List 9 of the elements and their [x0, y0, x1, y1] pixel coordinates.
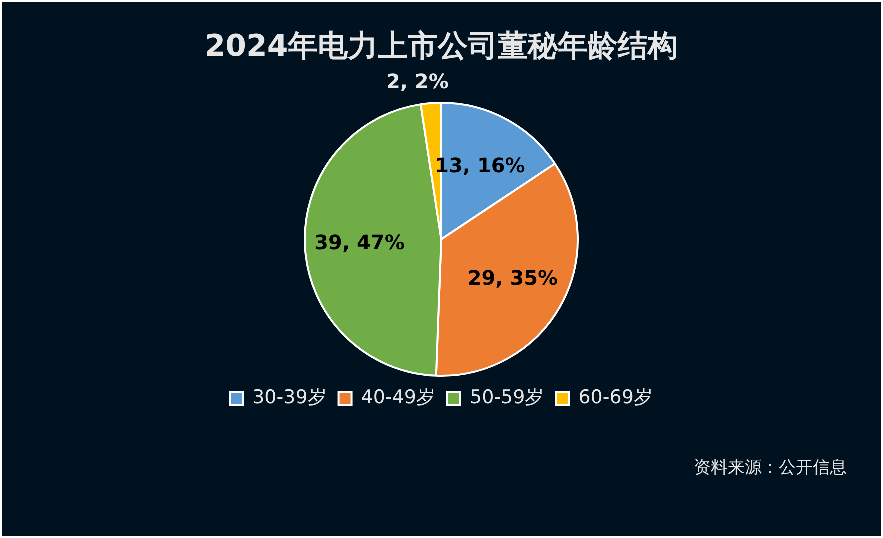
legend-label: 50-59岁	[470, 386, 544, 408]
legend-label: 60-69岁	[578, 386, 653, 408]
data-label: 29, 35%	[468, 266, 558, 290]
chart-title: 2024年电力上市公司董秘年龄结构	[204, 28, 678, 64]
legend-label: 30-39岁	[252, 386, 327, 408]
legend-label: 40-49岁	[361, 386, 436, 408]
data-label: 39, 47%	[314, 230, 405, 254]
data-label: 2, 2%	[386, 70, 449, 94]
text: 资料来源：公开信息	[694, 457, 847, 479]
